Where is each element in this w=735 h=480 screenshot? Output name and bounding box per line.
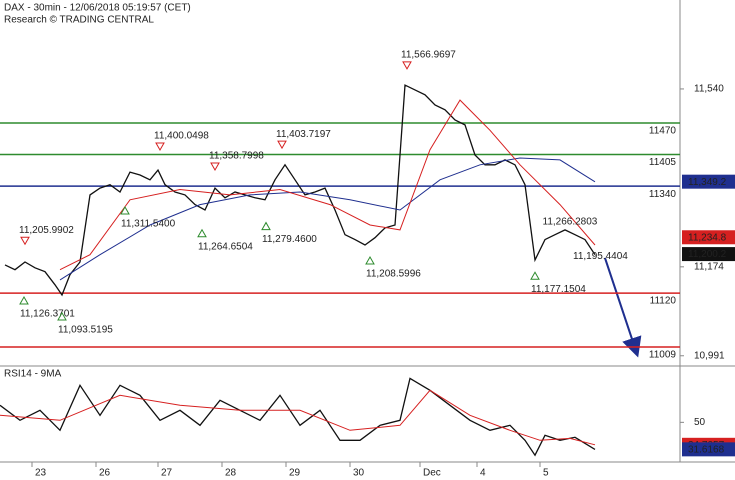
low-marker [530, 271, 540, 280]
high-marker [210, 162, 220, 172]
y-tick-label: 11,174 [694, 261, 724, 272]
level-label: 11120 [650, 296, 677, 307]
low-marker [19, 295, 29, 305]
x-tick-label: 27 [161, 468, 173, 479]
low-marker [261, 221, 271, 231]
chart-subtitle: Research © TRADING CENTRAL [4, 15, 154, 26]
low-marker [120, 205, 130, 215]
x-tick-label: 4 [480, 468, 486, 479]
x-tick-label: 30 [353, 468, 365, 479]
annotation-label: 11,205.9902 [19, 225, 74, 236]
x-tick-label: 29 [289, 468, 301, 479]
price-badge [682, 442, 735, 457]
annotation-label: 11,358.7998 [209, 151, 264, 162]
level-label: 11009 [649, 350, 677, 361]
x-tick-label: 28 [225, 468, 237, 479]
level-label: 11405 [649, 157, 677, 168]
annotation-label: 11,208.5996 [366, 269, 421, 280]
x-tick-label: 26 [99, 468, 111, 479]
rsi-title: RSI14 - 9MA [4, 369, 62, 380]
annotation-label: 11,279.4600 [262, 234, 317, 245]
chart-title: DAX - 30min - 12/06/2018 05:19:57 (CET) [4, 3, 191, 14]
annotation-label: 11,311.5400 [121, 219, 176, 230]
annotation-label: 11,195.4404 [573, 251, 628, 262]
price-badge [682, 174, 735, 189]
series-line [0, 377, 596, 457]
price-badge [682, 247, 735, 262]
low-marker [365, 256, 375, 265]
series-line [59, 99, 596, 271]
y-tick-label: 11,540 [694, 84, 724, 95]
price-badge [682, 230, 735, 245]
high-marker [277, 140, 287, 150]
annotation-label: 11,093.5195 [58, 325, 113, 336]
level-label: 11340 [649, 189, 677, 200]
annotation-label: 11,264.6504 [198, 241, 253, 252]
high-marker [402, 61, 412, 70]
annotation-label: 11,177.1504 [531, 284, 586, 295]
level-label: 11470 [649, 126, 677, 137]
y-tick-label: 10,991 [694, 350, 725, 361]
annotation-label: 11,566.9697 [401, 49, 456, 60]
annotation-label: 11,266.2803 [543, 217, 598, 228]
price-badge-label: 11,200.2 [688, 249, 727, 260]
annotation-label: 11,403.7197 [276, 129, 331, 140]
y-tick-label: 50 [694, 417, 706, 428]
price-badge-label: 11,349.2 [688, 177, 727, 188]
x-tick-label: 5 [543, 468, 549, 479]
annotation-label: 11,400.0498 [154, 131, 209, 142]
price-badge-label: 11,234.8 [688, 232, 727, 243]
series-line [59, 157, 596, 281]
series-line [4, 84, 596, 297]
annotation-label: 11,126.3701 [20, 309, 75, 320]
forecast-arrow [604, 257, 642, 358]
high-marker [155, 142, 165, 151]
high-marker [20, 236, 30, 246]
price-badge-label: 31.6168 [688, 444, 725, 455]
x-tick-label: 23 [35, 468, 47, 479]
low-marker [57, 311, 67, 321]
low-marker [197, 228, 207, 238]
series-line [0, 389, 596, 446]
x-tick-label: Dec [423, 468, 441, 479]
